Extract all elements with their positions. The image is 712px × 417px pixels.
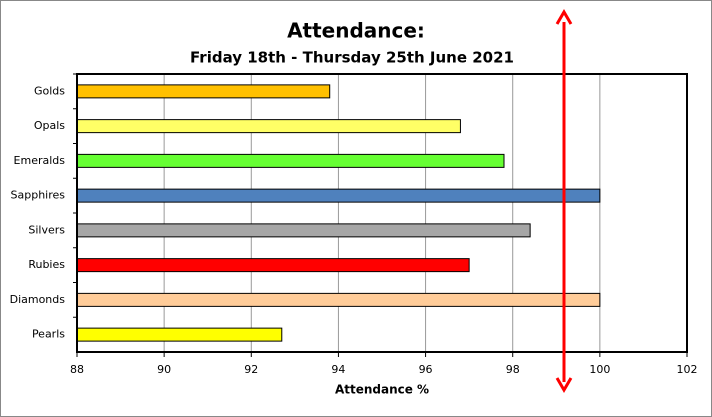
chart-subtitle: Friday 18th - Thursday 25th June 2021 xyxy=(190,49,514,67)
plot-border xyxy=(76,73,688,353)
y-tick-label: Sapphires xyxy=(11,189,66,202)
x-tick-label: 100 xyxy=(589,363,610,376)
x-tick-label: 94 xyxy=(331,363,345,376)
x-tick-label: 102 xyxy=(677,363,698,376)
bar xyxy=(76,327,283,342)
bar xyxy=(76,153,505,168)
bar xyxy=(76,258,470,273)
plot-area: 88 90 92 94 96 98 100 102 Golds Opals Emeralds Sapp… xyxy=(10,73,698,376)
x-tick-label: 96 xyxy=(419,363,433,376)
y-tick-label: Pearls xyxy=(32,328,65,341)
y-tick-label: Emeralds xyxy=(14,154,66,167)
arrow-head xyxy=(555,377,573,393)
bar xyxy=(76,223,531,238)
y-tick-label: Rubies xyxy=(28,258,65,271)
bar xyxy=(76,119,461,134)
y-tick-label: Opals xyxy=(34,119,65,132)
x-axis-title: Attendance % xyxy=(335,383,429,397)
y-tick-label: Diamonds xyxy=(10,293,66,306)
bar xyxy=(76,84,331,99)
chart-title: Attendance: xyxy=(287,19,425,43)
annotation-arrow xyxy=(555,9,573,393)
arrow-head xyxy=(555,9,573,25)
bar xyxy=(76,292,601,307)
y-tick-label: Golds xyxy=(34,84,65,97)
x-tick-label: 98 xyxy=(506,363,520,376)
x-tick-label: 90 xyxy=(157,363,171,376)
bar xyxy=(76,188,601,203)
x-tick-label: 92 xyxy=(244,363,258,376)
x-tick-label: 88 xyxy=(70,363,84,376)
y-tick-label: Silvers xyxy=(28,223,65,236)
